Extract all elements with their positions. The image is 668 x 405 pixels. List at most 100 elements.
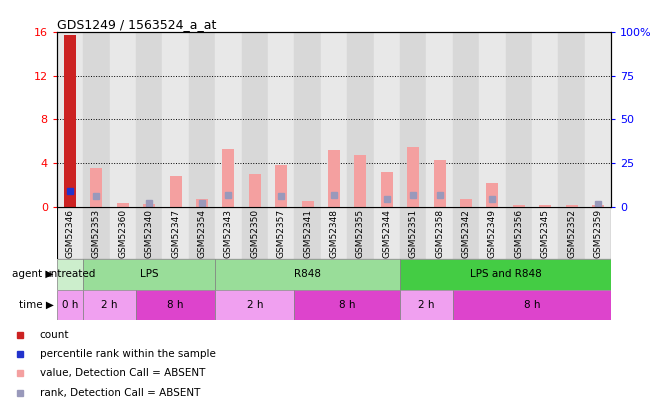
Text: GSM52349: GSM52349 [488, 209, 497, 258]
Bar [539, 205, 551, 207]
Text: GSM52344: GSM52344 [382, 209, 391, 258]
Bar [110, 207, 136, 259]
Text: value, Detection Call = ABSENT: value, Detection Call = ABSENT [40, 369, 205, 378]
Bar [84, 207, 110, 259]
Bar [84, 32, 110, 207]
Text: LPS: LPS [140, 269, 158, 279]
Bar [57, 207, 84, 259]
Text: GSM52346: GSM52346 [65, 209, 74, 258]
Text: GSM52355: GSM52355 [356, 209, 365, 258]
Bar [110, 32, 136, 207]
Bar [242, 207, 268, 259]
Text: time ▶: time ▶ [19, 300, 53, 310]
Bar [196, 199, 208, 207]
Bar [222, 149, 234, 207]
Bar [189, 207, 215, 259]
Bar [558, 207, 584, 259]
Text: GSM52343: GSM52343 [224, 209, 233, 258]
Text: 8 h: 8 h [339, 300, 355, 310]
Text: GSM52348: GSM52348 [329, 209, 339, 258]
Text: GSM52357: GSM52357 [277, 209, 286, 258]
Text: percentile rank within the sample: percentile rank within the sample [40, 349, 216, 359]
Bar [242, 32, 268, 207]
Text: GSM52351: GSM52351 [409, 209, 418, 258]
Bar [215, 207, 242, 259]
Bar [57, 259, 84, 290]
Bar [162, 32, 189, 207]
Bar [453, 207, 479, 259]
Text: rank, Detection Call = ABSENT: rank, Detection Call = ABSENT [40, 388, 200, 398]
Bar [295, 32, 321, 207]
Bar [566, 205, 578, 207]
Bar [434, 160, 446, 207]
Bar [143, 205, 155, 207]
Text: GSM52353: GSM52353 [92, 209, 101, 258]
Bar [486, 183, 498, 207]
Bar [57, 32, 84, 207]
Text: 2 h: 2 h [102, 300, 118, 310]
Bar [407, 147, 419, 207]
Bar [347, 207, 373, 259]
Bar [295, 207, 321, 259]
Bar [479, 207, 506, 259]
Bar [347, 32, 373, 207]
Text: GSM52359: GSM52359 [594, 209, 603, 258]
Text: 8 h: 8 h [168, 300, 184, 310]
Bar [532, 32, 558, 207]
Text: count: count [40, 330, 69, 339]
Bar [400, 207, 426, 259]
Bar [460, 199, 472, 207]
Bar [584, 32, 611, 207]
Bar [57, 290, 84, 320]
Bar [381, 172, 393, 207]
Text: GSM52350: GSM52350 [250, 209, 259, 258]
Bar [532, 207, 558, 259]
Bar [453, 32, 479, 207]
Bar [506, 32, 532, 207]
Bar [215, 290, 295, 320]
Text: agent ▶: agent ▶ [12, 269, 53, 279]
Text: GSM52354: GSM52354 [198, 209, 206, 258]
Bar [400, 290, 453, 320]
Bar [453, 290, 611, 320]
Text: GSM52358: GSM52358 [435, 209, 444, 258]
Bar [592, 205, 604, 207]
Bar [136, 207, 162, 259]
Text: 0 h: 0 h [62, 300, 78, 310]
Text: 2 h: 2 h [418, 300, 435, 310]
Bar [117, 203, 129, 207]
Bar [400, 259, 611, 290]
Bar [249, 174, 261, 207]
Bar [215, 259, 400, 290]
Bar [506, 207, 532, 259]
Bar [268, 32, 295, 207]
Text: R848: R848 [294, 269, 321, 279]
Bar [426, 32, 453, 207]
Bar [162, 207, 189, 259]
Text: GSM52356: GSM52356 [514, 209, 523, 258]
Bar [302, 201, 313, 207]
Bar [513, 205, 525, 207]
Bar [215, 32, 242, 207]
Text: GDS1249 / 1563524_a_at: GDS1249 / 1563524_a_at [57, 18, 216, 31]
Text: GSM52345: GSM52345 [540, 209, 550, 258]
Text: GSM52360: GSM52360 [118, 209, 128, 258]
Bar [268, 207, 295, 259]
Text: 2 h: 2 h [246, 300, 263, 310]
Bar [321, 32, 347, 207]
Bar [426, 207, 453, 259]
Bar [64, 34, 76, 207]
Bar [479, 32, 506, 207]
Bar [84, 290, 136, 320]
Bar [136, 290, 215, 320]
Bar [170, 176, 182, 207]
Text: untreated: untreated [44, 269, 96, 279]
Bar [584, 207, 611, 259]
Bar [373, 207, 400, 259]
Bar [400, 32, 426, 207]
Bar [136, 32, 162, 207]
Text: 8 h: 8 h [524, 300, 540, 310]
Text: LPS and R848: LPS and R848 [470, 269, 542, 279]
Bar [295, 290, 400, 320]
Bar [373, 32, 400, 207]
